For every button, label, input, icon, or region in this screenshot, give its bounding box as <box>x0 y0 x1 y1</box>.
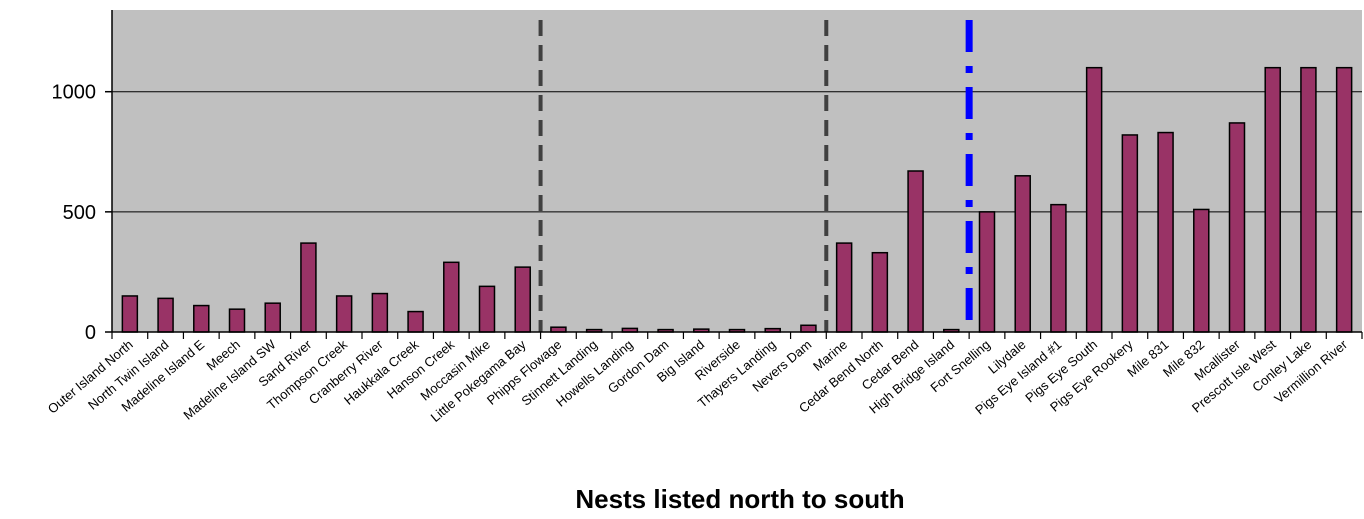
bar <box>800 324 817 333</box>
bar <box>335 295 353 333</box>
bar <box>1228 122 1246 333</box>
bar <box>1050 203 1067 333</box>
y-tick-labels: 0 500 1000 <box>52 82 97 344</box>
axes <box>105 10 1363 339</box>
bar <box>443 261 460 333</box>
bar <box>157 297 174 333</box>
bar <box>907 170 924 333</box>
bar <box>1335 66 1353 333</box>
bar <box>1014 175 1031 333</box>
bar <box>300 242 317 333</box>
bar <box>1085 66 1103 333</box>
plot-area <box>112 10 1362 332</box>
y-tick-label: 1000 <box>52 82 97 104</box>
bar <box>371 292 389 333</box>
y-tick-label: 0 <box>85 322 96 344</box>
bar <box>835 242 853 333</box>
x-axis-title: Nests listed north to south <box>575 484 904 514</box>
bar <box>1264 66 1281 333</box>
bar <box>1193 208 1210 333</box>
bar <box>1121 134 1139 333</box>
bar <box>978 211 996 333</box>
bar <box>1157 131 1174 333</box>
bar <box>514 266 531 333</box>
y-tick-label: 500 <box>63 202 96 224</box>
bar <box>264 302 281 333</box>
bar <box>193 304 210 333</box>
bar <box>871 251 889 333</box>
bars <box>121 66 1353 333</box>
gridlines <box>112 91 1362 213</box>
bar <box>478 285 496 333</box>
bar <box>1300 66 1317 333</box>
bar <box>228 308 246 333</box>
section-dividers <box>538 20 973 332</box>
bar <box>121 295 139 333</box>
bar <box>407 310 424 333</box>
